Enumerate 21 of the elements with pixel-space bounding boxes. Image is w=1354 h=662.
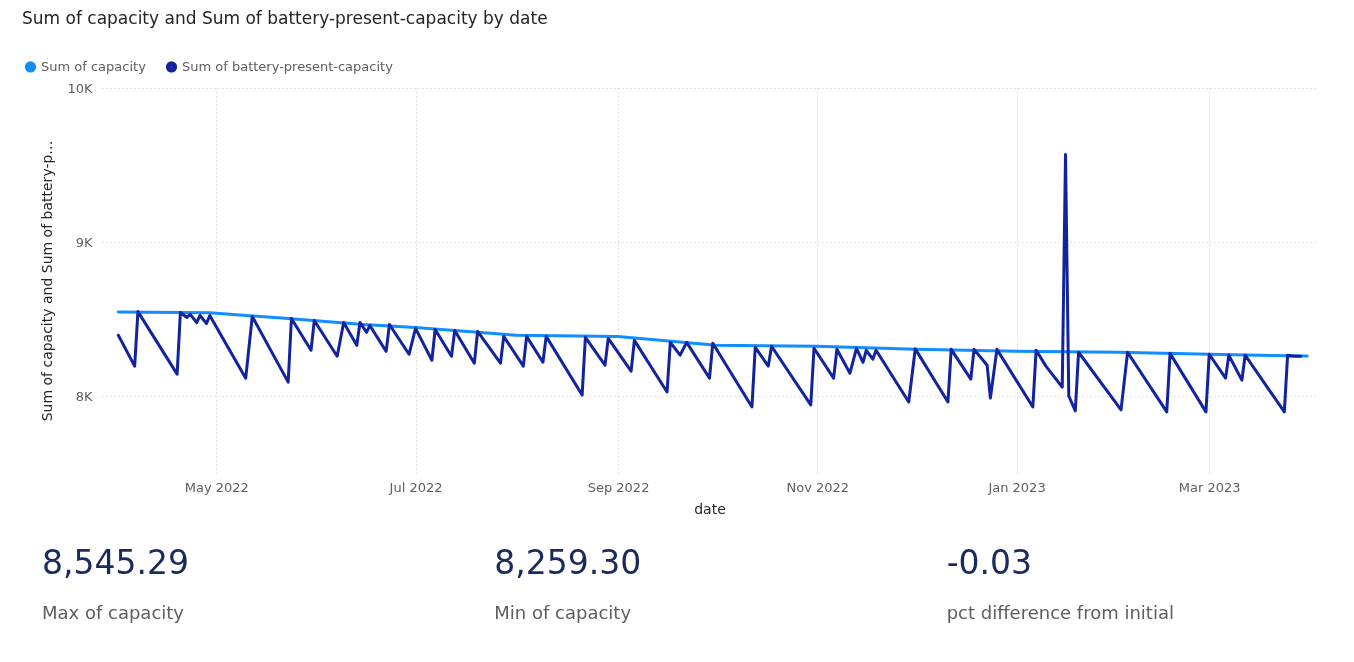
x-tick-label: Nov 2022 xyxy=(786,479,850,495)
chart-title: Sum of capacity and Sum of battery-present-capacity by date xyxy=(22,8,548,28)
x-tick-label: May 2022 xyxy=(184,479,249,495)
line-series xyxy=(116,153,1303,414)
text: Max of capacity xyxy=(42,602,185,623)
x-axis-title: date xyxy=(694,500,726,517)
x-tick-label: Jul 2022 xyxy=(388,479,443,495)
text: 8,259.30 xyxy=(494,543,642,582)
x-tick-label: Jan 2023 xyxy=(987,479,1046,495)
text: Min of capacity xyxy=(494,602,632,623)
text: -0.03 xyxy=(946,543,1033,582)
y-tick-label: 8K xyxy=(75,388,93,404)
x-tick-label: Mar 2023 xyxy=(1178,479,1241,495)
legend-label: Sum of capacity xyxy=(41,58,147,74)
y-tick-label: 9K xyxy=(75,234,93,250)
legend-label: Sum of battery-present-capacity xyxy=(182,58,394,74)
text: 8,545.29 xyxy=(42,543,189,582)
x-tick-label: Sep 2022 xyxy=(587,479,650,495)
text: pct difference from initial xyxy=(946,602,1174,623)
y-tick-label: 10K xyxy=(67,80,93,96)
y-axis-title: Sum of capacity and Sum of battery-p… xyxy=(39,140,56,422)
